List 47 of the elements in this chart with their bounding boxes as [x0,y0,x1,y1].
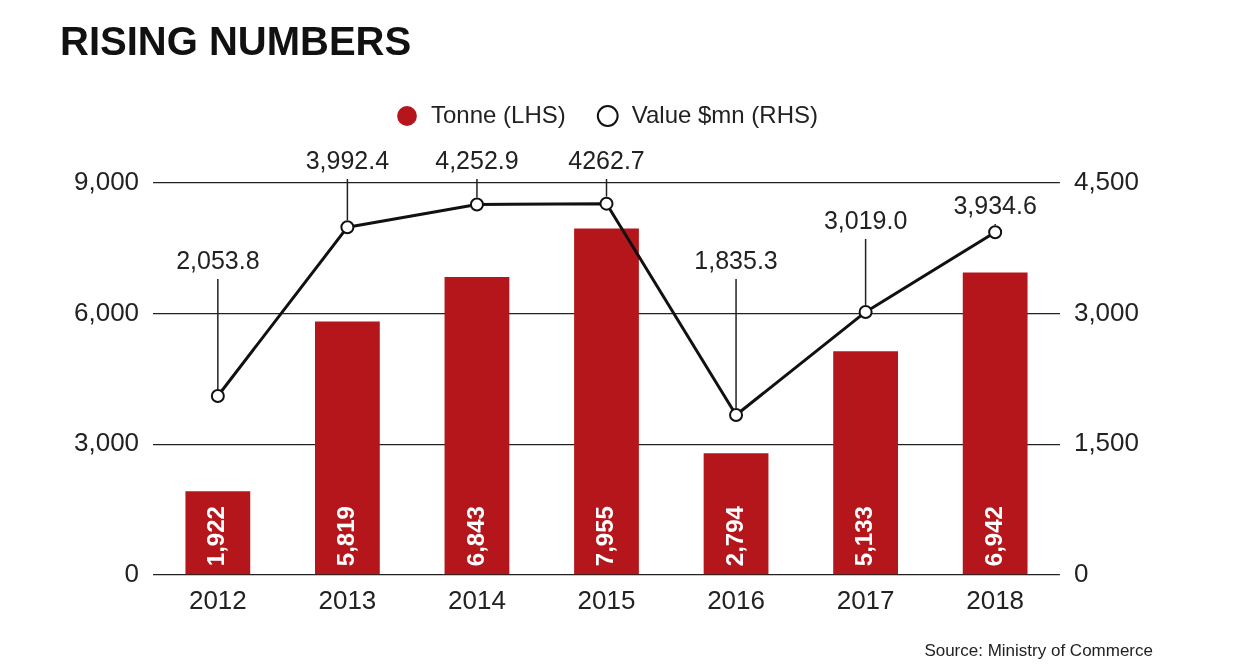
data-label: 1,835.3 [694,246,778,275]
x-tick-label: 2018 [966,584,1025,615]
data-label: 5,133 [850,506,878,567]
data-label: 3,934.6 [953,191,1037,220]
x-tick-label: 2015 [577,584,636,615]
point [988,225,1003,240]
data-label: 6,843 [461,506,489,567]
data-label: 7,955 [591,506,619,567]
y2-tick-label: 4,500 [1073,166,1140,197]
legend-label: Tonne (LHS) [430,100,566,128]
bar [185,491,251,575]
y-tick-label: 3,000 [73,427,140,458]
bar [315,321,380,575]
y-tick-label: 9,000 [73,166,140,197]
data-label: 3,992.4 [305,146,390,175]
point [599,196,614,211]
data-label: 2,794 [720,505,748,567]
y2-tick-label: 3,000 [1073,296,1140,327]
data-label: 5,819 [332,506,360,567]
chart-title: RISING NUMBERS [60,19,412,64]
data-label: 6,942 [979,506,1007,567]
bar [833,351,898,575]
y-tick-label: 0 [124,557,140,588]
point [729,408,744,423]
point [340,220,355,235]
point [858,304,873,319]
source-note: Source: Ministry of Commerce [924,641,1153,661]
point [210,388,225,403]
data-label: 1,922 [202,506,230,567]
bar [703,453,769,575]
data-label: 2,053.8 [176,246,260,275]
bar [574,228,639,575]
legend-label: Value $mn (RHS) [631,100,819,128]
data-label: 4,252.9 [435,146,519,175]
bar [444,276,510,575]
y2-tick-label: 0 [1073,557,1089,588]
bar [962,272,1028,575]
x-tick-label: 2012 [188,584,247,615]
x-tick-label: 2013 [318,584,377,615]
point [469,197,484,212]
x-tick-label: 2016 [707,584,765,615]
x-tick-label: 2014 [448,584,506,615]
x-tick-label: 2017 [836,584,895,615]
y2-tick-label: 1,500 [1073,427,1140,458]
data-label: 3,019.0 [823,206,908,235]
data-label: 4262.7 [568,146,645,175]
y-tick-label: 6,000 [73,296,140,327]
